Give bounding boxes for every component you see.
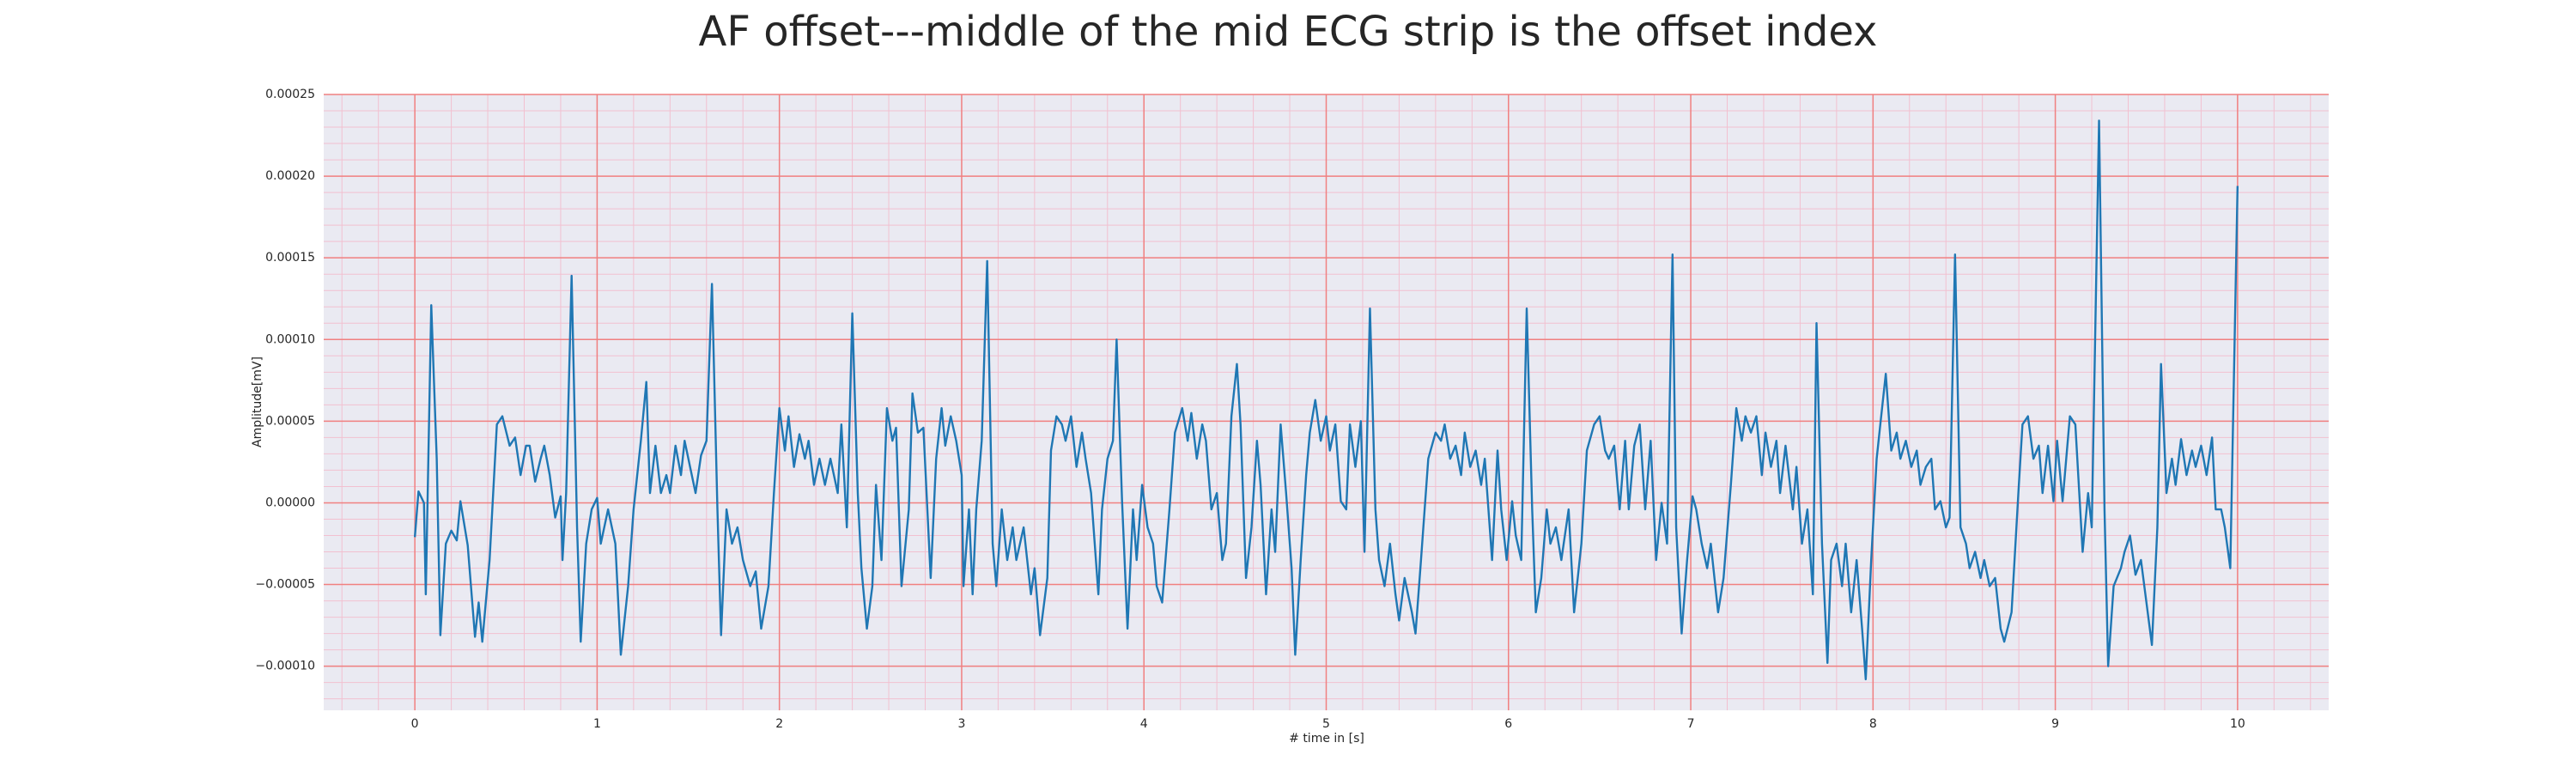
x-tick-label: 8 — [1869, 717, 1877, 731]
y-axis-label: Amplitude[mV] — [251, 356, 264, 447]
x-tick-label: 6 — [1504, 717, 1512, 731]
ecg-line — [413, 119, 2239, 681]
chart-title: AF offset---middle of the mid ECG strip … — [699, 8, 1878, 56]
x-tick-label: 10 — [2230, 717, 2245, 731]
x-tick-label: 7 — [1687, 717, 1695, 731]
y-tick-label: −0.00010 — [255, 660, 315, 673]
y-tick-label: 0.00025 — [265, 88, 315, 101]
y-tick-label: −0.00005 — [255, 578, 315, 592]
x-tick-label: 4 — [1140, 717, 1148, 731]
y-tick-label: 0.00015 — [265, 251, 315, 265]
x-tick-label: 9 — [2051, 717, 2059, 731]
y-tick-label: 0.00020 — [265, 169, 315, 183]
x-tick-label: 3 — [957, 717, 965, 731]
x-tick-label: 5 — [1322, 717, 1330, 731]
y-tick-label: 0.00010 — [265, 332, 315, 346]
x-tick-label: 1 — [593, 717, 601, 731]
y-tick-label: 0.00005 — [265, 414, 315, 428]
x-axis-label: # time in [s] — [1289, 732, 1364, 746]
y-tick-label: 0.00000 — [265, 496, 315, 509]
x-tick-label: 0 — [411, 717, 419, 731]
x-tick-label: 2 — [775, 717, 783, 731]
